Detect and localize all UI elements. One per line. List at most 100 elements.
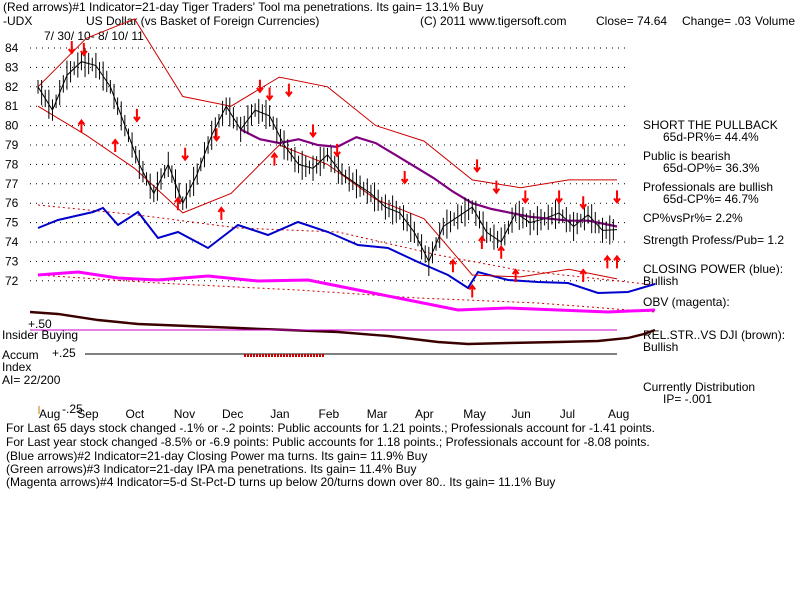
y-tick-label: 81: [5, 99, 19, 113]
month-label: Nov: [174, 407, 195, 421]
y-tick-label: 77: [5, 177, 19, 191]
header-indicator-line: (Red arrows)#1 Indicator=21-day Tiger Tr…: [3, 0, 484, 14]
y-tick-label: 84: [5, 41, 19, 55]
cp-vs-pr-value: CP%vsPr%= 2.2%: [643, 211, 743, 225]
obv-line: [37, 270, 656, 314]
y-axis-ticks: 84 83 82 81 80 79 78 77 76 75 74 73 72: [5, 41, 19, 288]
ai-value: AI= 22/200: [2, 373, 61, 387]
buy-arrow: [478, 235, 486, 249]
series-upper: [37, 18, 617, 189]
index-label: Index: [2, 360, 32, 374]
sell-arrow: [309, 124, 317, 139]
obv-label: OBV (magenta):: [643, 295, 730, 309]
accum-plus25-label: +.25: [52, 346, 76, 360]
copyright-label: (C) 2011 www.tigersoft.com: [420, 14, 567, 28]
y-tick-label: 75: [5, 216, 19, 230]
sell-arrow: [555, 190, 563, 205]
month-label: May: [463, 407, 486, 421]
sell-arrow: [333, 143, 341, 158]
buy-arrow: [468, 283, 477, 298]
relstr-label: REL.STR..VS DJI (brown):: [643, 328, 786, 342]
y-tick-label: 74: [5, 235, 19, 249]
buy-arrow: [579, 268, 588, 282]
strength-value: Strength Profess/Pub= 1.2: [643, 233, 785, 247]
reference-dotted-0: [37, 204, 656, 286]
change-value: Change= .03: [682, 14, 752, 28]
x-axis-months: Aug Sep Oct Nov Dec Jan Feb Mar Apr May Jun Jul Aug: [38, 406, 629, 421]
y-tick-label: 80: [5, 119, 19, 133]
month-label: Oct: [126, 407, 145, 421]
buy-arrow: [217, 206, 226, 220]
month-label: Aug: [39, 407, 60, 421]
insider-plus50-label: +.50: [28, 317, 52, 331]
sell-arrow: [579, 196, 588, 210]
footer-magenta-arrows: (Magenta arrows)#4 Indicator=5-d St-Pct-…: [6, 475, 556, 489]
y-tick-label: 73: [5, 254, 19, 268]
buy-arrow: [111, 138, 119, 152]
ip-value: IP= -.001: [663, 392, 713, 406]
public-status: Public is bearish: [643, 149, 731, 163]
symbol-label: -UDX: [3, 14, 33, 28]
buy-arrow: [174, 196, 182, 211]
buy-arrow: [603, 254, 612, 269]
y-tick-label: 76: [5, 196, 19, 210]
indicator-lines: [29, 204, 656, 357]
buy-arrow: [613, 254, 621, 269]
series-lower: [37, 105, 618, 280]
series-ma: [240, 128, 618, 228]
op-value: 65d-OP%= 36.3%: [663, 161, 760, 175]
month-label: Aug: [608, 407, 629, 421]
price-bars: [37, 48, 614, 276]
sell-arrow: [285, 83, 293, 98]
sell-arrow: [473, 159, 481, 174]
buy-arrow: [497, 245, 505, 259]
y-tick-label: 72: [5, 274, 19, 288]
insider-buying-label: Insider Buying: [2, 328, 79, 342]
buy-arrow: [77, 118, 86, 133]
sell-arrow: [521, 190, 530, 205]
grid: [30, 47, 629, 282]
buy-arrow: [511, 268, 520, 282]
sell-arrow: [212, 128, 221, 142]
pullback-headline: SHORT THE PULLBACK: [643, 118, 778, 132]
sell-arrow: [67, 41, 76, 55]
month-label: Jan: [270, 407, 289, 421]
footer-green-arrows: (Green arrows)#3 Indicator=21-day IPA ma…: [6, 462, 417, 476]
y-tick-label: 83: [5, 60, 19, 74]
relstr-status: Bullish: [643, 340, 679, 354]
relative-strength-line: [29, 310, 656, 346]
month-label: Jul: [560, 407, 575, 421]
month-label: Jun: [512, 407, 531, 421]
footer-blue-arrows: (Blue arrows)#2 Indicator=21-day Closing…: [6, 449, 428, 463]
sell-arrow: [265, 87, 274, 102]
professionals-status: Professionals are bullish: [643, 180, 774, 194]
closing-power-label: CLOSING POWER (blue):: [643, 262, 784, 276]
cp-value: 65d-CP%= 46.7%: [663, 192, 759, 206]
sell-arrow: [133, 108, 141, 123]
month-label: Sep: [77, 407, 99, 421]
buy-arrow: [449, 258, 457, 273]
accum-minus25-label: -.25: [62, 402, 83, 416]
y-tick-label: 78: [5, 157, 19, 171]
close-value: Close= 74.64: [596, 14, 668, 28]
y-tick-label: 79: [5, 138, 19, 152]
sell-arrow: [492, 180, 501, 195]
month-label: Dec: [222, 407, 243, 421]
volume-label: Volume: [755, 14, 796, 28]
distribution-status: Currently Distribution: [643, 380, 756, 394]
closing-power-line: [37, 206, 656, 295]
buy-arrow: [270, 151, 279, 166]
sell-arrow: [181, 147, 189, 162]
pr-value: 65d-PR%= 44.4%: [663, 130, 759, 144]
month-label: Feb: [319, 407, 340, 421]
y-tick-label: 82: [5, 80, 19, 94]
footer-65day: For Last 65 days stock changed -.1% or -…: [6, 421, 656, 435]
signal-arrows: [67, 41, 621, 298]
sell-arrow: [256, 79, 264, 94]
reference-dotted-1: [37, 274, 656, 313]
date-range: 7/ 30/ 10- 8/ 10/ 11: [44, 29, 144, 43]
month-label: Mar: [367, 407, 388, 421]
security-name: US Dollar (vs Basket of Foreign Currenci…: [86, 14, 320, 28]
sell-arrow: [613, 190, 621, 205]
